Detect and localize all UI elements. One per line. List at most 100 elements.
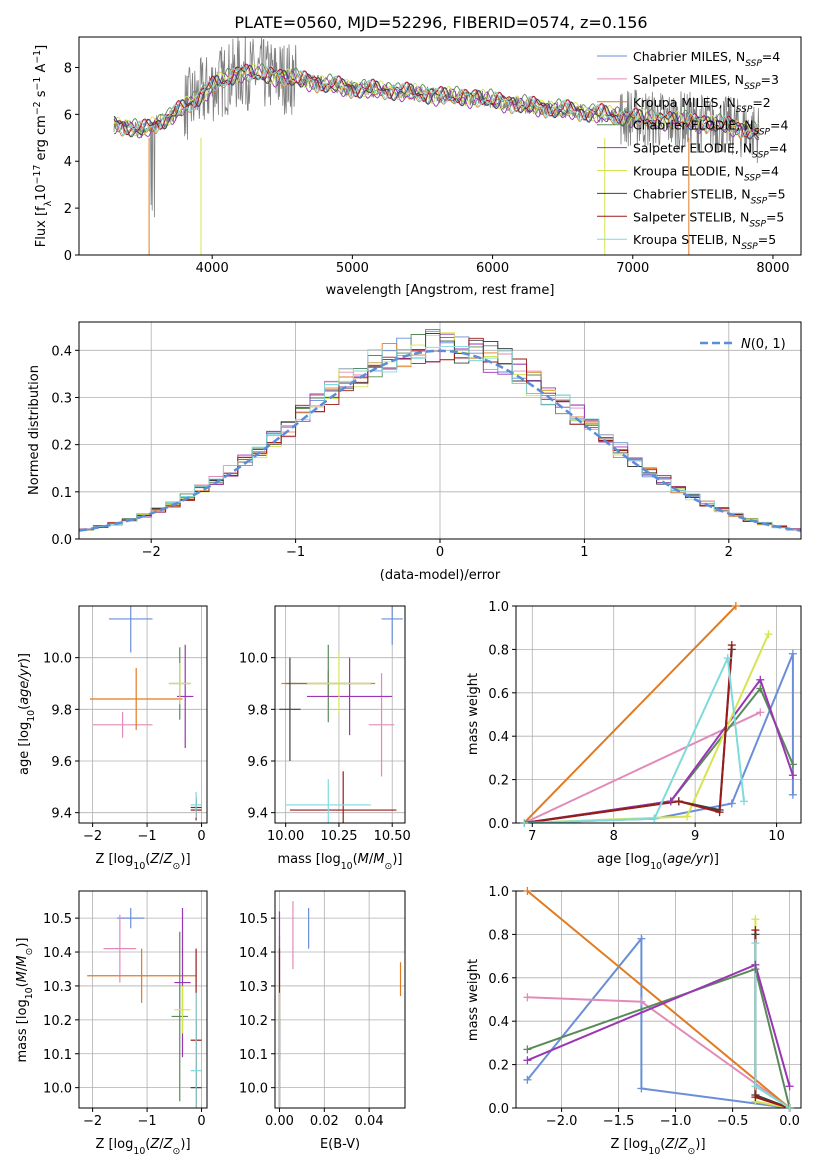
- plot-area: [278, 901, 402, 1108]
- label-part: )]: [709, 852, 719, 867]
- y-tick-label: 0.4: [488, 730, 509, 745]
- label-part: 10: [133, 1146, 145, 1157]
- x-tick-label: −2: [83, 1114, 102, 1129]
- label-part: Z [log: [95, 852, 133, 867]
- y-tick-label: 10.4: [43, 946, 72, 961]
- y-tick-label: 4: [64, 155, 72, 170]
- label-part: M: [373, 852, 384, 867]
- legend-label: Salpeter STELIB, NSSP=5: [633, 209, 784, 229]
- label-part: )]: [695, 1137, 705, 1152]
- label-part: SSP: [752, 151, 769, 161]
- y-tick-label: 10.2: [43, 1014, 72, 1029]
- label-part: s: [34, 90, 49, 101]
- label-part: ⊙: [688, 1146, 696, 1157]
- y-tick-label: 9.6: [51, 755, 72, 770]
- x-tick-label: 10.50: [374, 829, 411, 844]
- age_vs_Z-axes: −2 −1 09.49.69.810.0Z [log10(Z/Z⊙)]age [lo…: [17, 605, 208, 872]
- y-axis-label: age [log10(age/yr)]: [17, 653, 37, 775]
- label-part: A: [34, 64, 49, 77]
- label-part: M: [15, 971, 30, 982]
- legend-label: Salpeter MILES, NSSP=3: [633, 72, 779, 92]
- label-part: Z: [149, 852, 160, 867]
- legend-label: Chabrier MILES, NSSP=4: [633, 49, 780, 69]
- x-tick-label: 7: [528, 829, 536, 844]
- mass_vs_Z-axes: −2 −1 010.010.110.210.310.410.5Z [log10(Z/…: [15, 890, 208, 1157]
- y-tick-label: 9.8: [247, 703, 268, 718]
- spectrum-axes: 4000 5000 6000 7000 8000 0 2 4 6 8 Chabrier MILES,…: [32, 36, 802, 298]
- residual-axes: −2 −1 0 1 2 0.0 0.1 0.2 0.3 0.4 N(0, 1) (data-model…: [27, 321, 802, 583]
- x-tick-label: −1: [137, 1114, 156, 1129]
- label-part: Chabrier ELODIE, N: [633, 118, 753, 133]
- model-spectrum: [113, 65, 760, 139]
- y-tick-label: 0.8: [488, 928, 509, 943]
- model-spectrum: [113, 66, 760, 141]
- plot-area: [89, 606, 202, 821]
- y-tick-label: 0.2: [488, 774, 509, 789]
- y-tick-label: 0.4: [488, 1015, 509, 1030]
- label-part: SSP: [741, 242, 758, 252]
- label-part: =3: [761, 72, 779, 87]
- x-tick-label: 10.25: [320, 829, 357, 844]
- weight-line: [754, 930, 790, 1108]
- x-tick-label: 4000: [196, 261, 229, 276]
- label-part: λ: [43, 200, 54, 206]
- y-tick-label: 0.2: [51, 439, 72, 454]
- y-axis-label: Flux [fλ10−17 erg cm−2 s−1 A−1]: [32, 45, 54, 247]
- label-part: Z: [664, 1137, 675, 1152]
- label-part: ⊙: [173, 1146, 181, 1157]
- y-tick-label: 6: [64, 108, 72, 123]
- label-part: /: [15, 966, 30, 971]
- x-tick-label: 0: [197, 1114, 205, 1129]
- label-part: Z: [678, 1137, 689, 1152]
- label-part: erg cm: [34, 115, 49, 164]
- label-part: ⊙: [385, 861, 393, 872]
- legend-label: Chabrier STELIB, NSSP=5: [633, 186, 786, 206]
- y-tick-label: 0.6: [488, 687, 509, 702]
- label-part: Z: [163, 852, 174, 867]
- y-tick-label: 10.1: [239, 1048, 268, 1063]
- y-tick-label: 0.0: [488, 817, 509, 832]
- label-part: N: [741, 337, 751, 352]
- x-axis-label: Z [log10(Z/Z⊙)]: [95, 852, 190, 872]
- label-part: )]: [17, 653, 32, 663]
- label-part: Chabrier STELIB, N: [633, 186, 751, 201]
- x-tick-label: 10: [768, 829, 785, 844]
- label-part: (: [353, 852, 358, 867]
- axes-frame: [78, 890, 208, 1109]
- weight-line: [524, 653, 794, 823]
- label-part: 10: [648, 1146, 660, 1157]
- y-tick-label: 10.2: [239, 1014, 268, 1029]
- label-part: /: [369, 852, 374, 867]
- label-part: Z [log: [610, 1137, 648, 1152]
- legend-label: N(0, 1): [741, 337, 786, 352]
- label-part: SSP: [749, 219, 766, 229]
- y-tick-label: 9.4: [51, 807, 72, 822]
- label-part: age/yr: [17, 661, 32, 704]
- y-tick-label: 0.1: [51, 486, 72, 501]
- x-tick-label: −1: [286, 545, 305, 560]
- label-part: (: [15, 982, 30, 987]
- x-tick-label: −1.0: [660, 1114, 692, 1129]
- y-tick-label: 0.2: [488, 1059, 509, 1074]
- x-tick-label: 0: [436, 545, 444, 560]
- label-part: 10: [34, 184, 49, 201]
- label-part: /: [674, 1137, 679, 1152]
- age_vs_mass-axes: 10.00 10.25 10.50 9.4 9.6 9.8 10.0 mass [log10(…: [239, 605, 411, 872]
- figure-title: PLATE=0560, MJD=52296, FIBERID=0574, z=0…: [234, 13, 647, 32]
- y-tick-label: 10.4: [239, 946, 268, 961]
- x-tick-label: 10.00: [267, 829, 304, 844]
- label-part: ⊙: [173, 861, 181, 872]
- x-tick-label: 5000: [336, 261, 369, 276]
- label-part: =4: [762, 49, 780, 64]
- label-part: (0, 1): [751, 337, 786, 352]
- x-axis-label: E(B-V): [320, 1137, 360, 1152]
- x-axis-label: Z [log10(Z/Z⊙)]: [95, 1137, 190, 1157]
- x-tick-label: −0.5: [717, 1114, 749, 1129]
- label-part: (: [145, 852, 150, 867]
- y-tick-label: 10.0: [43, 1082, 72, 1097]
- label-part: Z: [149, 1137, 160, 1152]
- label-part: 10: [133, 861, 145, 872]
- label-part: SSP: [744, 174, 761, 184]
- mass_vs_ebv-axes: 0.00 0.02 0.04 10.0 10.1 10.2 10.3 10.4 10.5 E(B-…: [239, 890, 406, 1152]
- label-part: )]: [180, 852, 190, 867]
